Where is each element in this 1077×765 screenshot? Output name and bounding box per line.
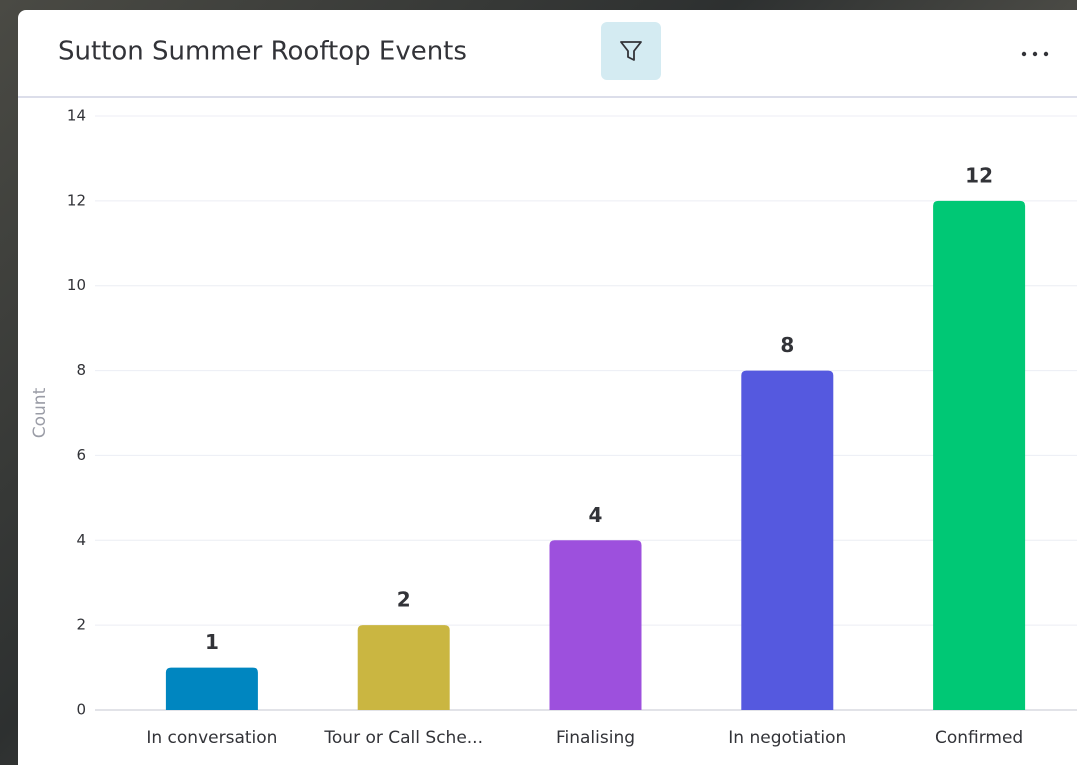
value-label: 8 — [780, 333, 794, 357]
widget-card — [18, 10, 1077, 765]
bar — [165, 667, 258, 710]
y-tick-label: 12 — [67, 191, 86, 209]
value-label: 4 — [589, 503, 603, 527]
chart-title: Sutton Summer Rooftop Events — [58, 37, 467, 67]
x-tick-label: Tour or Call Sche... — [323, 728, 483, 748]
bar — [933, 200, 1026, 710]
y-axis-label: Count — [30, 387, 50, 438]
value-label: 12 — [965, 163, 993, 187]
x-tick-label: Finalising — [556, 728, 635, 748]
y-tick-label: 10 — [67, 276, 86, 294]
y-tick-label: 6 — [76, 446, 86, 464]
filter-button[interactable] — [601, 22, 661, 80]
y-tick-label: 0 — [76, 701, 86, 719]
y-tick-label: 2 — [76, 616, 86, 634]
bar — [549, 540, 642, 710]
y-tick-label: 14 — [67, 107, 86, 125]
y-tick-label: 8 — [76, 361, 86, 379]
value-label: 1 — [205, 630, 219, 654]
bar — [357, 625, 450, 710]
bar — [741, 370, 834, 710]
x-tick-label: Confirmed — [935, 728, 1023, 748]
x-tick-label: In negotiation — [728, 728, 846, 748]
value-label: 2 — [397, 588, 411, 612]
y-tick-label: 4 — [76, 531, 86, 549]
x-tick-label: In conversation — [146, 728, 277, 748]
more-menu[interactable] — [1021, 51, 1049, 57]
